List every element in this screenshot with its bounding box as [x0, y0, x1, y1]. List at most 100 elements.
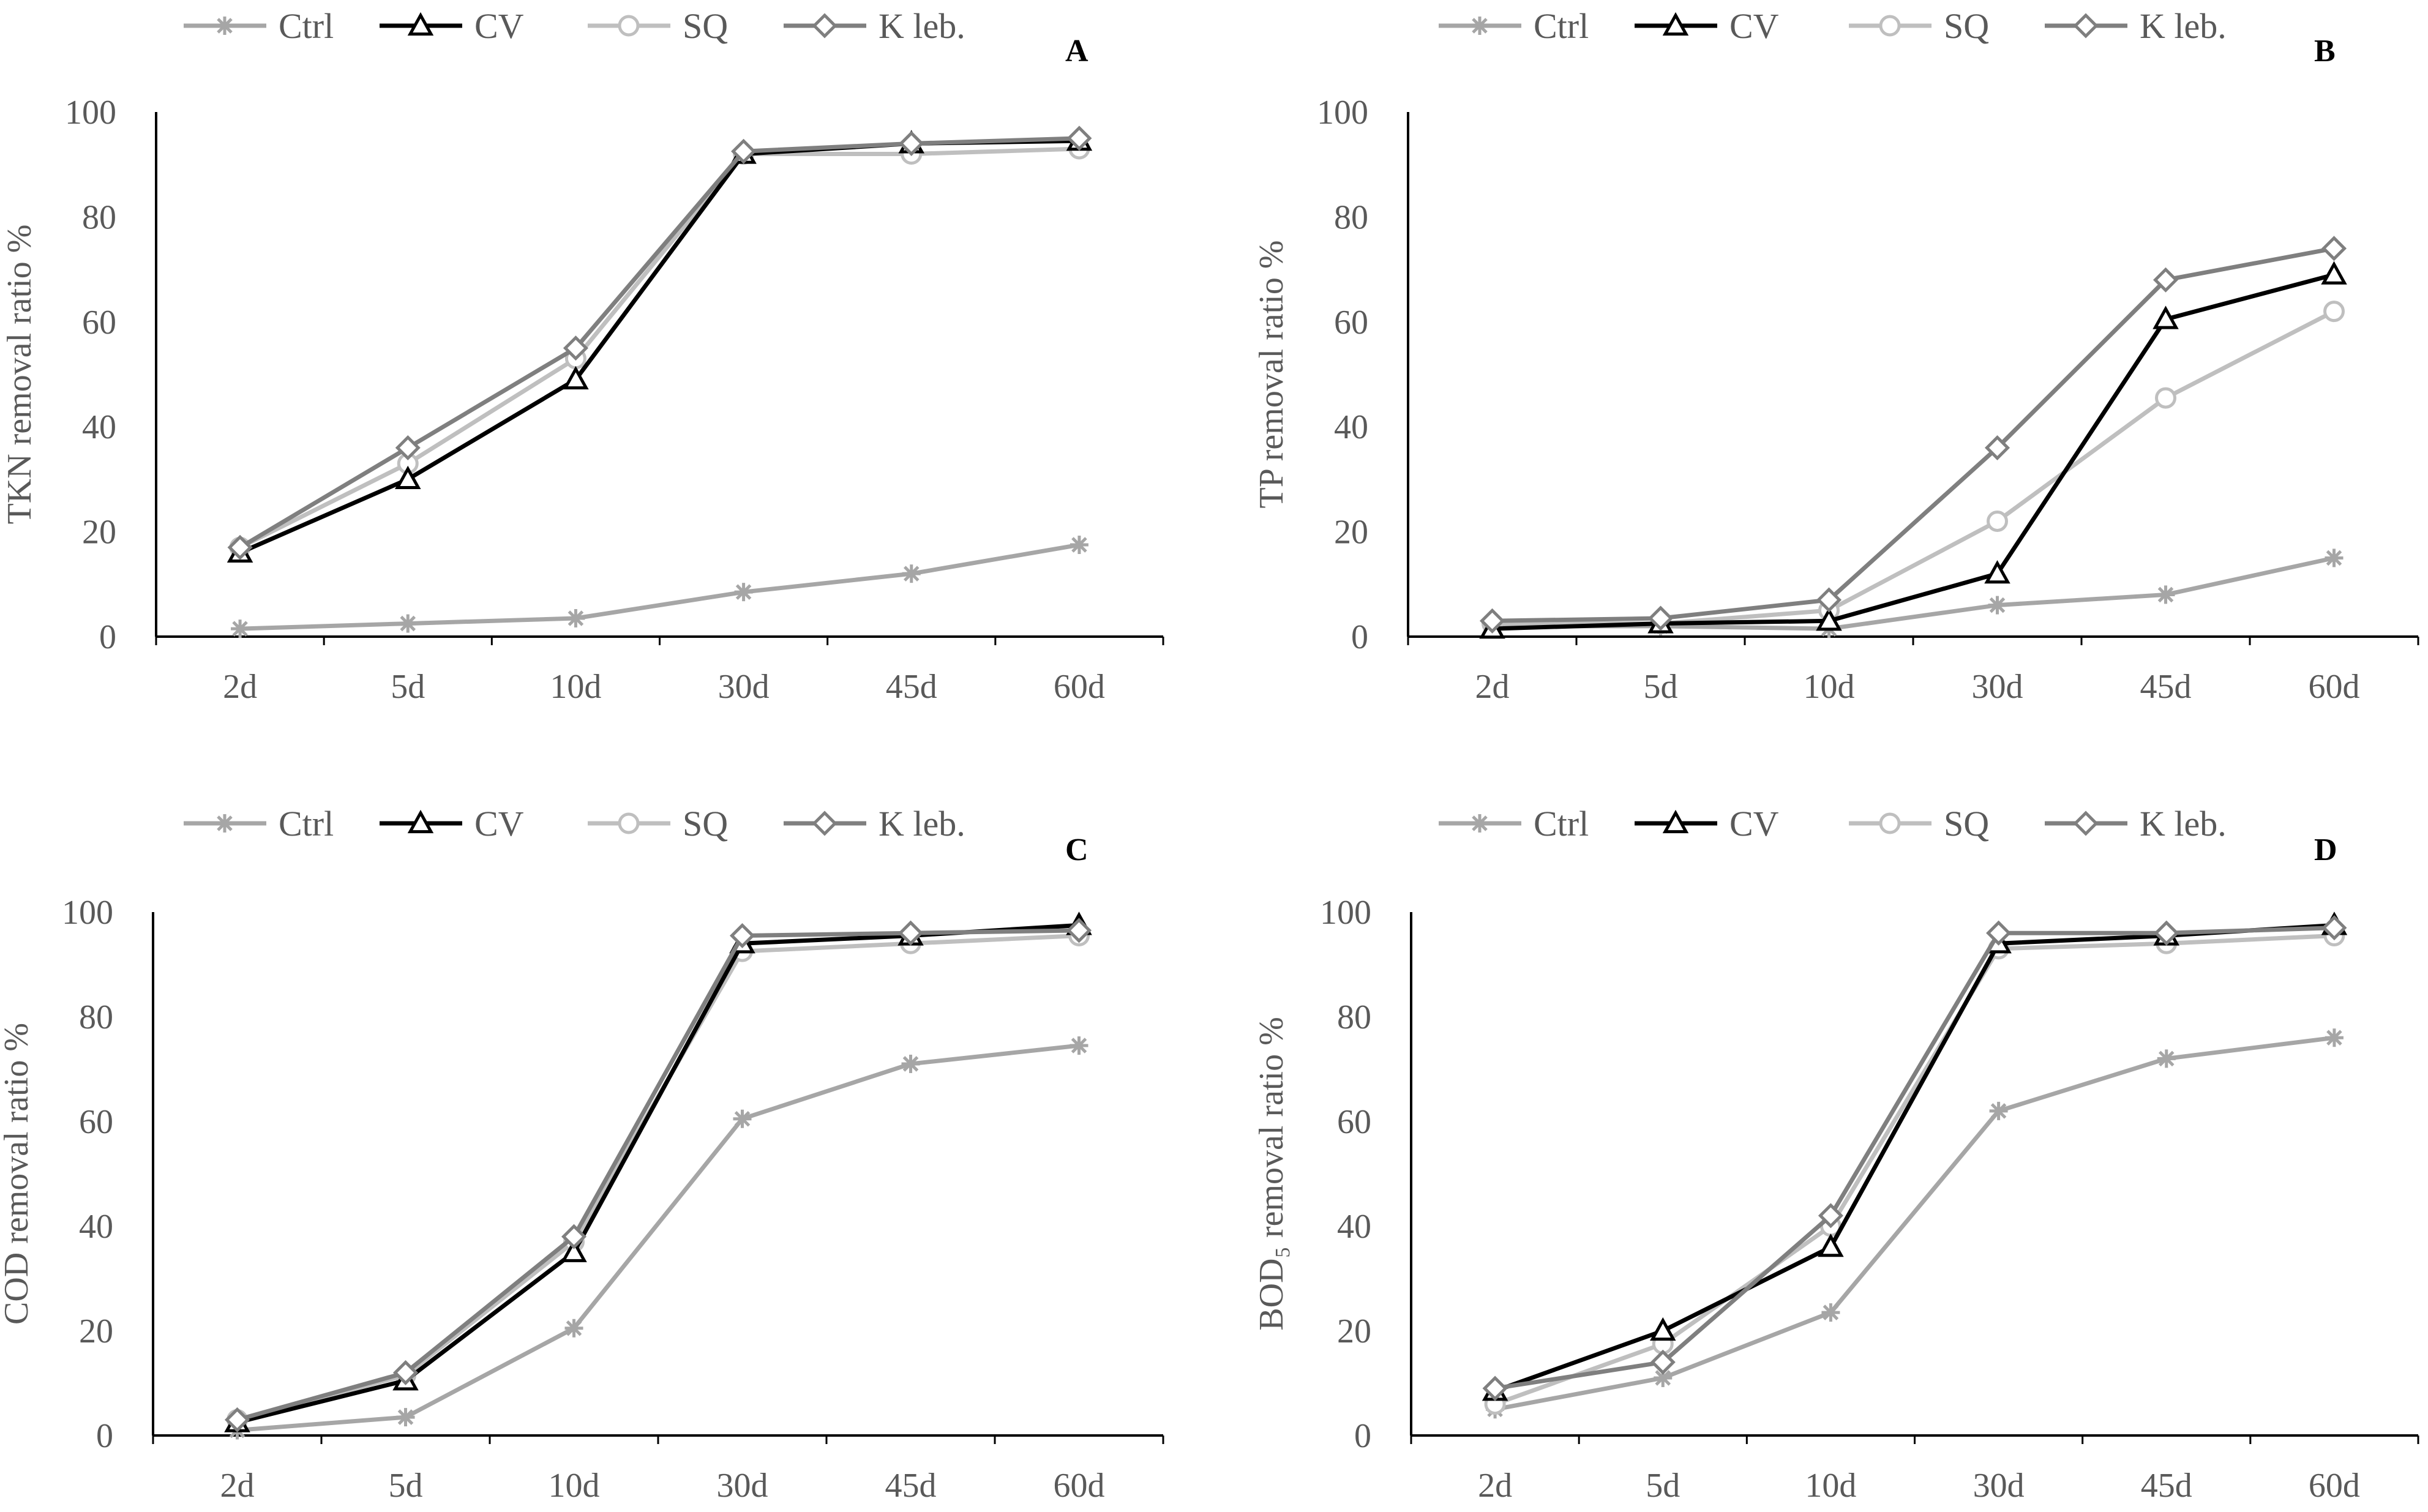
x-tick-label: 60d	[1054, 668, 1105, 706]
legend-item-cv: CV	[380, 6, 524, 46]
series-line	[239, 146, 1080, 550]
y-axis-label: COD removal ratio %	[0, 1023, 36, 1325]
data-point	[1816, 607, 1842, 631]
legend-item-sq: SQ	[1849, 804, 1989, 844]
x-tick-label: 5d	[1644, 668, 1678, 706]
data-point	[1066, 125, 1092, 151]
y-axis-label: TP removal ratio %	[1253, 240, 1291, 508]
data-point	[1066, 918, 1092, 943]
y-tick-label: 40	[82, 408, 116, 446]
legend-marker	[812, 810, 837, 836]
x-tick-label: 5d	[389, 1467, 423, 1505]
x-tick-label: 60d	[2309, 1467, 2360, 1505]
series-line	[236, 928, 1079, 1422]
x-tick-label: 2d	[220, 1467, 255, 1505]
data-point	[395, 435, 421, 461]
legend-item-sq: SQ	[588, 804, 728, 844]
data-point	[1070, 536, 1088, 555]
data-point	[2154, 920, 2179, 946]
series-line	[239, 136, 1080, 550]
data-point	[897, 920, 924, 946]
series-cv	[1482, 911, 2348, 1401]
legend-label: SQ	[1944, 6, 1989, 46]
legend-marker	[618, 15, 640, 37]
panel-label: C	[1065, 833, 1088, 867]
legend-label: CV	[474, 6, 524, 46]
data-point	[1479, 608, 1505, 634]
x-tick-label: 45d	[2140, 668, 2192, 706]
x-tick-label: 10d	[1805, 1467, 1856, 1505]
series-kleb	[227, 125, 1092, 560]
y-tick-label: 20	[1337, 1312, 1371, 1350]
y-tick-label: 100	[1320, 894, 1371, 932]
legend-marker	[1879, 15, 1901, 37]
data-point	[1816, 587, 1842, 613]
series-cv	[1479, 261, 2347, 639]
y-tick-label: 20	[82, 514, 116, 552]
data-point	[733, 1109, 752, 1128]
x-tick-label: 60d	[2309, 668, 2360, 706]
series-kleb	[1482, 915, 2347, 1401]
legend-label: Ctrl	[1534, 804, 1589, 844]
y-tick-label: 0	[99, 618, 116, 656]
data-point	[729, 923, 755, 949]
legend-label: Ctrl	[279, 804, 334, 844]
data-point	[2325, 1028, 2344, 1047]
x-tick-label: 10d	[550, 668, 601, 706]
chart-panel-A: Ctrl CV SQ K leb. A 0 20 40 60 80 100 2d 5d 10d 30d 45d…	[1, 6, 1164, 706]
series-cv	[224, 911, 1092, 1432]
legend-marker	[1662, 809, 1689, 834]
y-tick-label: 80	[82, 198, 116, 236]
series-line	[236, 933, 1079, 1422]
legend-item-sq: SQ	[1849, 6, 1989, 46]
data-point	[2323, 301, 2345, 323]
data-point	[1989, 1101, 2008, 1120]
series-sq	[229, 138, 1090, 558]
data-point	[563, 365, 589, 390]
series-line	[1494, 923, 2335, 1393]
legend-marker	[215, 814, 234, 833]
series-line	[1492, 272, 2335, 631]
y-tick-label: 20	[1334, 514, 1368, 552]
x-tick-label: 5d	[391, 668, 425, 706]
data-point	[1988, 596, 2007, 615]
data-point	[731, 138, 757, 164]
data-point	[399, 614, 418, 633]
legend-item-cv: CV	[1635, 804, 1779, 844]
data-point	[902, 564, 921, 583]
legend-marker	[407, 12, 434, 36]
data-point	[224, 1407, 250, 1432]
data-point	[1647, 605, 1674, 631]
series-line	[1494, 1035, 2335, 1412]
series-kleb	[224, 918, 1092, 1432]
data-point	[2153, 267, 2179, 293]
legend-marker	[812, 13, 837, 39]
x-tick-label: 30d	[1973, 1467, 2025, 1505]
legend-marker	[618, 812, 640, 834]
legend-label: Ctrl	[1534, 6, 1589, 46]
legend-label: CV	[1729, 804, 1779, 844]
legend-marker	[2073, 13, 2099, 39]
legend-label: K leb.	[879, 804, 965, 844]
data-point	[566, 609, 585, 628]
legend-label: SQ	[683, 6, 728, 46]
panel-label: D	[2314, 833, 2337, 867]
series-sq	[1484, 924, 2345, 1415]
series-line	[237, 1043, 1079, 1432]
y-axis-label: TKN removal ratio %	[1, 225, 39, 525]
y-tick-label: 80	[1337, 998, 1371, 1036]
data-point	[1818, 1203, 1843, 1229]
x-tick-label: 10d	[549, 1467, 600, 1505]
data-point	[2153, 305, 2179, 329]
series-kleb	[1479, 236, 2347, 634]
legend-marker	[407, 809, 434, 834]
y-tick-label: 100	[62, 894, 113, 932]
y-axis-label: BOD₅ removal ratio %	[1253, 1017, 1291, 1331]
data-point	[2157, 1049, 2176, 1068]
x-tick-label: 60d	[1054, 1467, 1105, 1505]
chart-panel-B: Ctrl CV SQ K leb. B 0 20 40 60 80 100 2d 5d 10d 30d 45d…	[1253, 6, 2419, 706]
y-tick-label: 60	[1337, 1103, 1371, 1141]
legend-label: Ctrl	[279, 6, 334, 46]
y-tick-label: 0	[96, 1417, 113, 1455]
legend-item-kleb: K leb.	[2045, 804, 2227, 844]
